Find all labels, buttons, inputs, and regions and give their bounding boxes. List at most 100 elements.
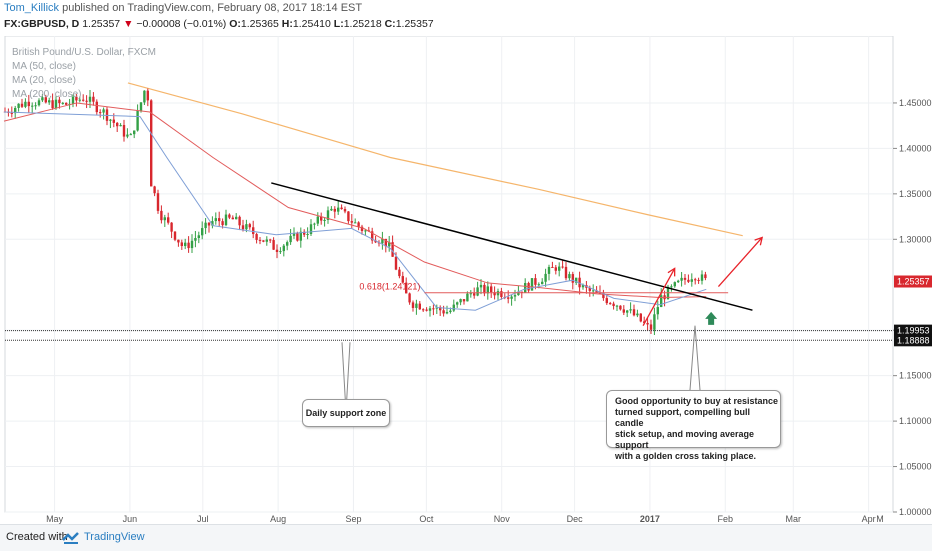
ma200-line xyxy=(127,82,743,237)
x-tick-label: Apr xyxy=(862,514,876,524)
candle-body xyxy=(670,286,673,288)
candle-body xyxy=(340,207,343,210)
candle-body xyxy=(323,219,326,221)
candle-body xyxy=(554,267,557,271)
price-tag xyxy=(894,334,932,347)
price-tag-label: 1.25357 xyxy=(897,277,930,287)
candle-body xyxy=(558,266,561,271)
price-tag xyxy=(894,324,932,337)
candle-body xyxy=(520,291,523,293)
legend-ma50: MA (50, close) xyxy=(12,61,76,72)
candle-body xyxy=(177,239,180,243)
candle-body xyxy=(17,103,20,108)
candle-body xyxy=(180,242,183,247)
candle-body xyxy=(445,312,449,314)
candle-body xyxy=(449,310,452,313)
candle-body xyxy=(41,97,44,101)
tradingview-logo-icon xyxy=(62,532,79,544)
candle-body xyxy=(95,101,98,113)
candle-body xyxy=(602,293,605,299)
candle-body xyxy=(411,302,415,308)
publish-info: published on TradingView.com, February 0… xyxy=(62,2,363,14)
legend-symbol: British Pound/U.S. Dollar, FXCM xyxy=(12,47,156,58)
candle-body xyxy=(483,284,486,294)
candle-body xyxy=(136,110,139,131)
candle-body xyxy=(609,303,612,305)
candle-body xyxy=(228,214,231,218)
candle-body xyxy=(513,295,517,297)
candle-body xyxy=(350,221,353,223)
candle-body xyxy=(575,277,578,283)
candle-body xyxy=(194,238,197,241)
candle-body xyxy=(207,222,211,226)
x-tick-label: Jun xyxy=(123,514,138,524)
candle-body xyxy=(530,278,534,291)
candle-body xyxy=(568,274,571,279)
author-link[interactable]: Tom_Killick xyxy=(4,2,60,14)
candle-body xyxy=(235,216,238,220)
x-tick-label: Aug xyxy=(270,514,286,524)
candle-body xyxy=(156,193,160,211)
candle-body xyxy=(357,222,360,227)
candle-body xyxy=(262,240,265,242)
candle-body xyxy=(473,293,476,296)
price-tag xyxy=(894,275,932,288)
candle-body xyxy=(605,298,608,304)
price-tag-label: 1.19953 xyxy=(897,326,930,336)
candle-body xyxy=(592,290,595,292)
candle-body xyxy=(92,96,95,102)
candle-body xyxy=(58,99,61,104)
y-tick-label: 1.45000 xyxy=(899,98,932,108)
candle-body xyxy=(408,293,411,303)
candle-body xyxy=(687,279,690,282)
candle-body xyxy=(452,304,455,311)
candle-body xyxy=(660,295,663,308)
candle-body xyxy=(248,224,251,228)
candle-body xyxy=(27,101,30,107)
candle-body xyxy=(337,207,340,212)
candle-body xyxy=(255,234,258,240)
y-tick-label: 1.10000 xyxy=(899,416,932,426)
candle-body xyxy=(51,100,54,109)
candle-body xyxy=(694,279,697,281)
support-zone-note-text: Daily support zone xyxy=(305,408,387,418)
created-with-text: Created with xyxy=(6,531,68,543)
candle-body xyxy=(398,269,401,277)
ma20-line xyxy=(3,111,707,311)
candle-body xyxy=(252,227,255,235)
candle-body xyxy=(221,221,224,226)
candle-body xyxy=(139,102,143,111)
candle-body xyxy=(401,276,404,283)
candle-body xyxy=(564,266,568,279)
candle-body xyxy=(486,286,489,294)
candle-body xyxy=(697,279,700,281)
buy-note-line: with a golden cross taking place. xyxy=(615,451,757,461)
symbol-bar: FX:GBPUSD, D 1.25357 ▼ −0.00008 (−0.01%)… xyxy=(4,18,434,30)
candle-body xyxy=(381,238,384,244)
price-chart[interactable]: May Jun Jul Aug Sep Oct Nov Dec 2017 Feb Mar Apr M 1.… xyxy=(0,36,932,524)
candle-body xyxy=(241,225,245,230)
buy-note-line: turned support, compelling bull candle xyxy=(615,407,750,428)
candle-body xyxy=(462,299,466,302)
candle-body xyxy=(214,218,217,222)
candle-body xyxy=(71,96,75,104)
y-tick-label: 1.15000 xyxy=(899,371,932,381)
candle-body xyxy=(109,119,112,121)
candle-body xyxy=(306,234,309,236)
candle-body xyxy=(88,96,92,102)
candle-body xyxy=(537,284,540,286)
price-tag-label: 1.18888 xyxy=(897,335,930,345)
candle-body xyxy=(299,231,302,241)
candle-body xyxy=(24,101,27,107)
low-value: 1.25218 xyxy=(343,18,382,30)
candle-body xyxy=(442,310,445,314)
candle-body xyxy=(44,97,47,103)
candle-body xyxy=(656,307,659,315)
up-arrow-red xyxy=(642,268,676,326)
candle-body xyxy=(476,287,479,296)
indicator-legend: British Pound/U.S. Dollar, FXCM MA (50, … xyxy=(12,46,156,102)
candle-body xyxy=(146,90,149,101)
tradingview-brand-link[interactable]: TradingView xyxy=(84,531,145,543)
candle-body xyxy=(551,266,554,268)
candle-body xyxy=(388,242,391,247)
